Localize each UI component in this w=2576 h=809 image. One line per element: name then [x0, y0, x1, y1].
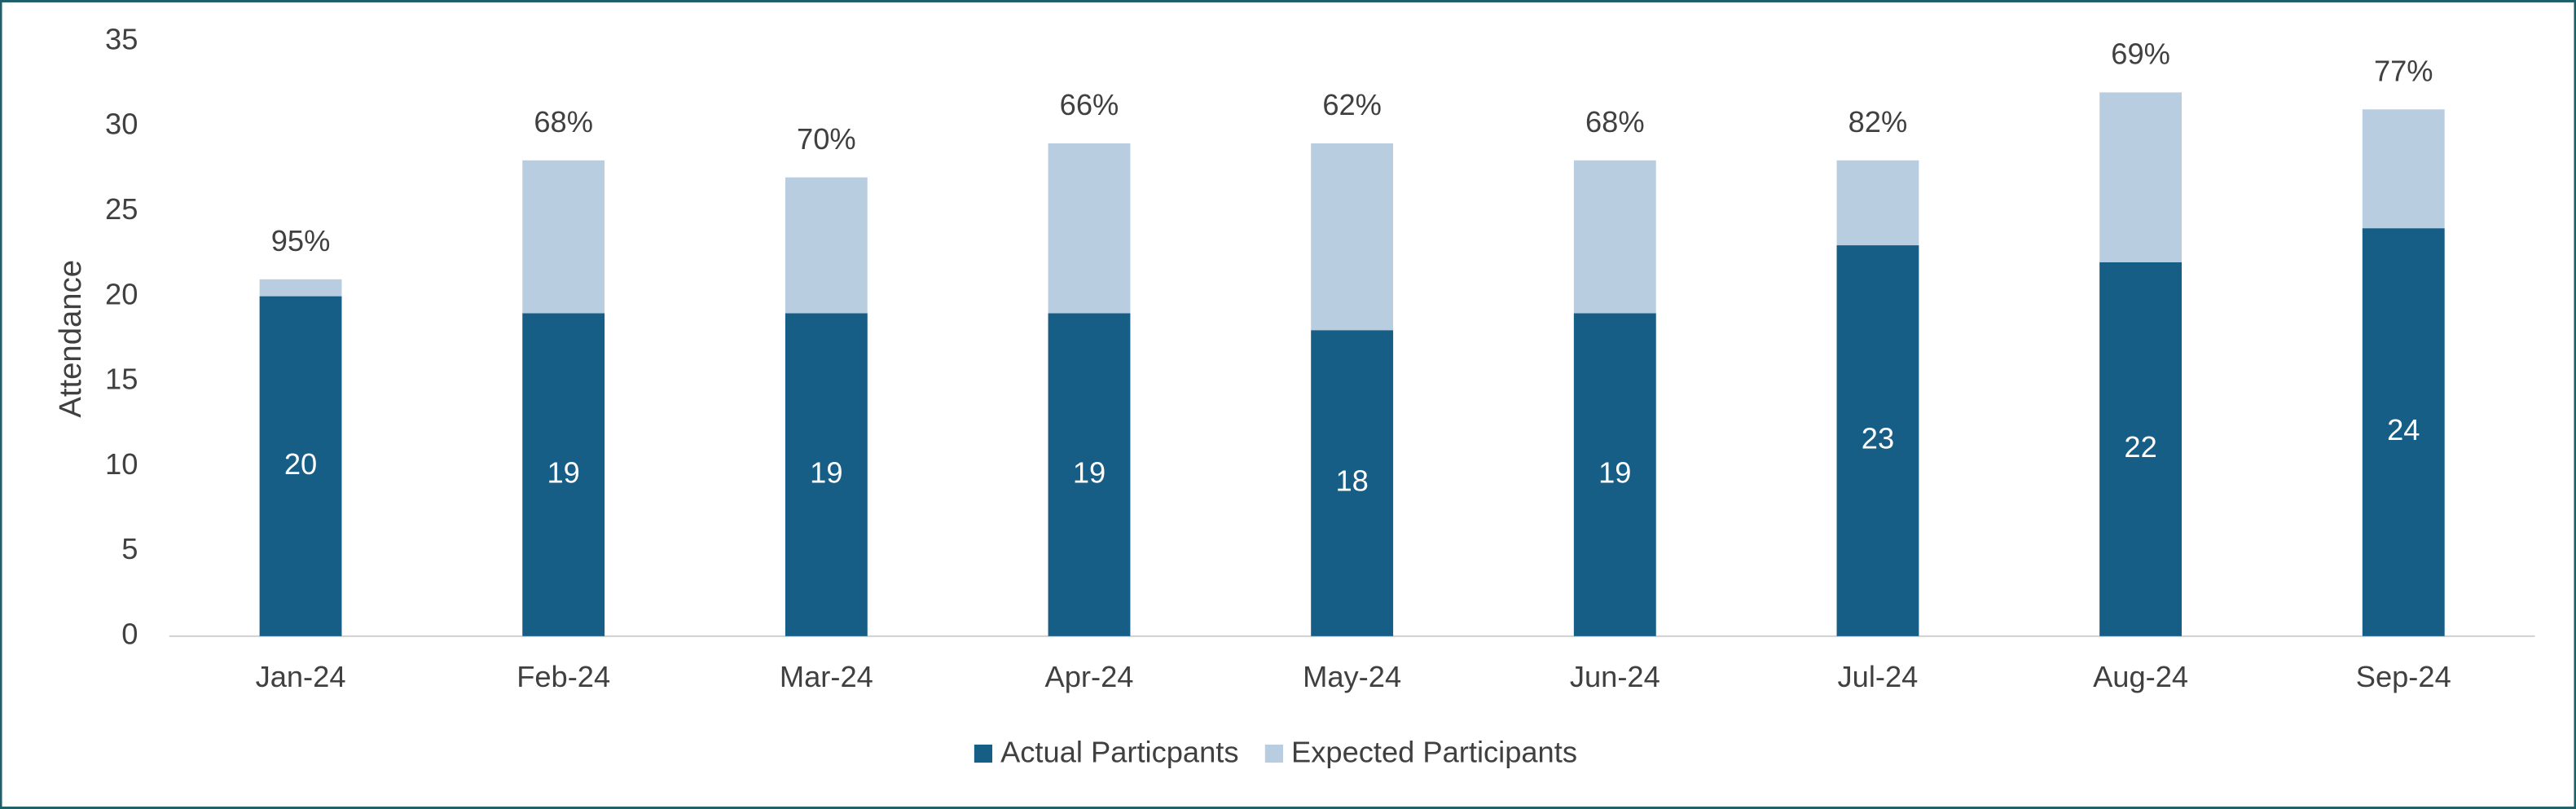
data-label: 23	[1862, 422, 1894, 455]
bar	[1573, 313, 1656, 636]
y-tick-label: 20	[105, 277, 138, 310]
percent-label: 66%	[1060, 88, 1119, 121]
bar	[259, 296, 342, 636]
x-tick-label: Feb-24	[517, 660, 610, 693]
y-tick-label: 0	[121, 617, 138, 650]
y-tick-label: 10	[105, 447, 138, 481]
percent-label: 77%	[2374, 54, 2433, 87]
data-label: 19	[1073, 455, 1106, 489]
percent-label: 62%	[1322, 88, 1382, 121]
legend-label: Expected Participants	[1291, 736, 1577, 769]
data-label: 22	[2124, 430, 2156, 464]
x-tick-label: May-24	[1303, 660, 1401, 693]
x-tick-label: Mar-24	[780, 660, 873, 693]
legend-swatch	[1264, 744, 1283, 763]
percent-label: 68%	[1585, 105, 1645, 138]
percent-label: 70%	[797, 122, 856, 156]
bar	[2362, 228, 2445, 636]
y-tick-label: 15	[105, 363, 138, 396]
data-label: 20	[284, 447, 317, 481]
x-tick-label: Sep-24	[2356, 660, 2451, 693]
legend-swatch	[974, 744, 993, 763]
x-tick-label: Apr-24	[1045, 660, 1134, 693]
bar	[1048, 313, 1131, 636]
bar	[1836, 245, 1919, 636]
x-tick-label: Jul-24	[1838, 660, 1919, 693]
x-tick-label: Jun-24	[1570, 660, 1660, 693]
x-tick-label: Aug-24	[2093, 660, 2188, 693]
y-tick-label: 25	[105, 192, 138, 226]
bar	[2099, 262, 2183, 636]
y-axis-label: Attendance	[53, 260, 88, 418]
y-tick-label: 35	[105, 22, 138, 55]
data-label: 19	[810, 455, 842, 489]
data-label: 18	[1335, 464, 1368, 498]
percent-label: 82%	[1848, 105, 1908, 138]
data-label: 24	[2387, 413, 2420, 446]
x-tick-label: Jan-24	[256, 660, 346, 693]
data-label: 19	[547, 455, 580, 489]
percent-label: 68%	[534, 105, 593, 138]
bar	[522, 313, 605, 636]
bar	[785, 313, 868, 636]
data-label: 19	[1598, 455, 1631, 489]
percent-label: 95%	[271, 224, 331, 257]
percent-label: 69%	[2111, 37, 2170, 71]
legend-label: Actual Particpants	[1000, 736, 1238, 769]
bar	[1311, 330, 1394, 636]
y-tick-label: 30	[105, 108, 138, 141]
y-tick-label: 5	[121, 532, 138, 565]
